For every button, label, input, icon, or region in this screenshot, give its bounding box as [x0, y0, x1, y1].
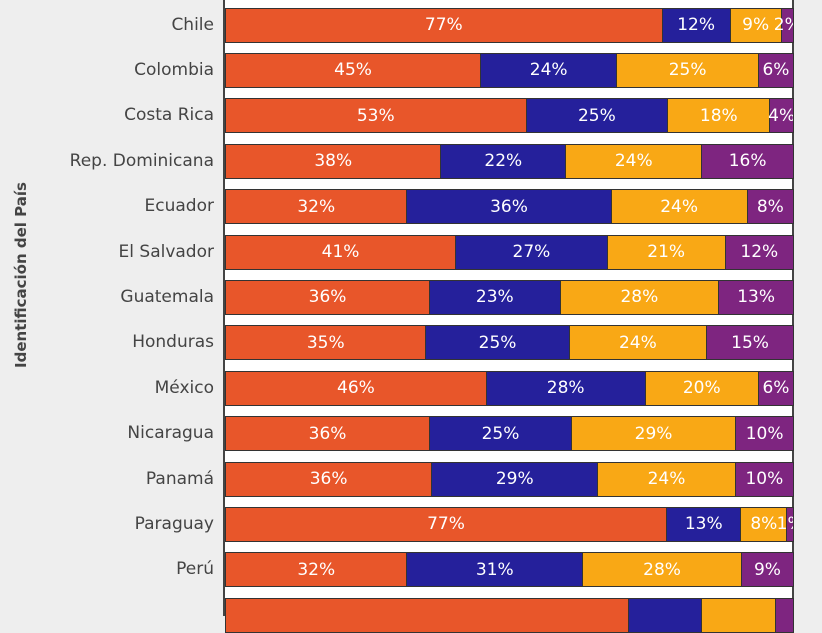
category-label: Honduras: [132, 332, 214, 353]
bar-row: 36% 25% 29% 10%: [225, 416, 794, 452]
bar-row: 46% 28% 20% 6%: [225, 370, 794, 406]
category-label: Perú: [176, 559, 214, 580]
category-label: El Salvador: [118, 241, 214, 262]
bar-segment[interactable]: 15%: [707, 326, 793, 360]
bar-segment[interactable]: 38%: [226, 144, 442, 178]
bar-segment[interactable]: 28%: [486, 371, 646, 405]
bar-segment[interactable]: 8%: [747, 190, 793, 224]
bar-segment[interactable]: 8%: [741, 507, 788, 541]
bar-segment[interactable]: 31%: [407, 553, 584, 587]
bar-segment[interactable]: [628, 598, 703, 632]
bar-segment[interactable]: 20%: [645, 371, 759, 405]
bar-segment[interactable]: 12%: [725, 235, 793, 269]
category-label: Nicaragua: [127, 423, 214, 444]
category-label: Panamá: [145, 468, 214, 489]
bar-row: 36% 23% 28% 13%: [225, 279, 794, 315]
bar-segment[interactable]: 28%: [583, 553, 742, 587]
bar-segment[interactable]: 29%: [432, 462, 599, 496]
right-margin: [796, 0, 822, 600]
bar-segment[interactable]: 36%: [226, 280, 431, 314]
bar-row: 41% 27% 21% 12%: [225, 234, 794, 270]
bar-row: 77%13%8%1%: [225, 506, 794, 542]
bar-segment[interactable]: 53%: [226, 99, 527, 133]
bar-segment[interactable]: 18%: [668, 99, 771, 133]
category-label: Chile: [171, 14, 214, 35]
bar-segment[interactable]: 9%: [730, 8, 782, 42]
bar-segment[interactable]: 9%: [741, 553, 793, 587]
bar-segment[interactable]: 10%: [735, 462, 793, 496]
bar-segment[interactable]: 25%: [426, 326, 570, 360]
bar-row: 36% 29% 24% 10%: [225, 461, 794, 497]
bar-segment[interactable]: 28%: [560, 280, 720, 314]
bar-segment[interactable]: 24%: [598, 462, 736, 496]
bar-segment[interactable]: 45%: [226, 53, 482, 87]
bar-segment[interactable]: 23%: [430, 280, 561, 314]
bar-segment[interactable]: 25%: [430, 417, 572, 451]
bar-segment[interactable]: 2%: [774, 8, 793, 42]
bar-row: 35% 25% 24% 15%: [225, 325, 794, 361]
bar-row: 53% 25% 18% 4%: [225, 98, 794, 134]
bar-segment[interactable]: [775, 598, 793, 632]
bar-segment[interactable]: 24%: [569, 326, 708, 360]
category-label: Costa Rica: [124, 105, 214, 126]
bar-segment[interactable]: 46%: [226, 371, 487, 405]
bar-segment[interactable]: 1%: [777, 507, 793, 541]
bar-segment[interactable]: 35%: [226, 326, 427, 360]
bar-row: 77%12%9%2%: [225, 7, 794, 43]
bar-segment[interactable]: 41%: [226, 235, 457, 269]
category-label: Colombia: [134, 59, 214, 80]
bar-segment[interactable]: 36%: [407, 190, 612, 224]
bar-segment[interactable]: 77%: [226, 507, 667, 541]
category-label: Paraguay: [134, 513, 214, 534]
bar-segment[interactable]: 25%: [526, 99, 669, 133]
bar-segment[interactable]: [702, 598, 776, 632]
category-label: México: [154, 377, 214, 398]
bar-segment[interactable]: 13%: [719, 280, 793, 314]
bar-row: [225, 597, 794, 633]
bar-segment[interactable]: 4%: [768, 99, 793, 133]
bar-segment[interactable]: 22%: [441, 144, 567, 178]
bar-row: 32% 36% 24% 8%: [225, 189, 794, 225]
bar-segment[interactable]: 36%: [226, 417, 431, 451]
bar-row: 45% 24% 25% 6%: [225, 52, 794, 88]
bar-row: 32% 31% 28% 9%: [225, 552, 794, 588]
y-axis-title: Identificación del País: [12, 182, 30, 368]
bar-segment[interactable]: 24%: [481, 53, 618, 87]
bar-segment[interactable]: 21%: [607, 235, 726, 269]
bar-segment[interactable]: 29%: [571, 417, 737, 451]
category-label: Ecuador: [144, 196, 214, 217]
bar-segment[interactable]: 24%: [611, 190, 748, 224]
category-label: Guatemala: [120, 286, 214, 307]
bar-segment[interactable]: 6%: [758, 371, 793, 405]
bar-segment[interactable]: 36%: [226, 462, 433, 496]
bar-segment[interactable]: 24%: [566, 144, 703, 178]
bar-row: 38% 22% 24% 16%: [225, 143, 794, 179]
bar-segment[interactable]: 32%: [226, 553, 408, 587]
bar-segment[interactable]: 10%: [736, 417, 793, 451]
category-label: Rep. Dominicana: [69, 150, 214, 171]
bar-segment[interactable]: 32%: [226, 190, 408, 224]
bar-segment[interactable]: [226, 598, 629, 632]
bar-segment[interactable]: 27%: [456, 235, 608, 269]
bar-segment[interactable]: 25%: [617, 53, 759, 87]
bar-segment[interactable]: 13%: [667, 507, 742, 541]
bar-segment[interactable]: 77%: [226, 8, 663, 42]
bar-segment[interactable]: 16%: [702, 144, 793, 178]
bar-segment[interactable]: 6%: [758, 53, 793, 87]
bar-segment[interactable]: 12%: [662, 8, 731, 42]
